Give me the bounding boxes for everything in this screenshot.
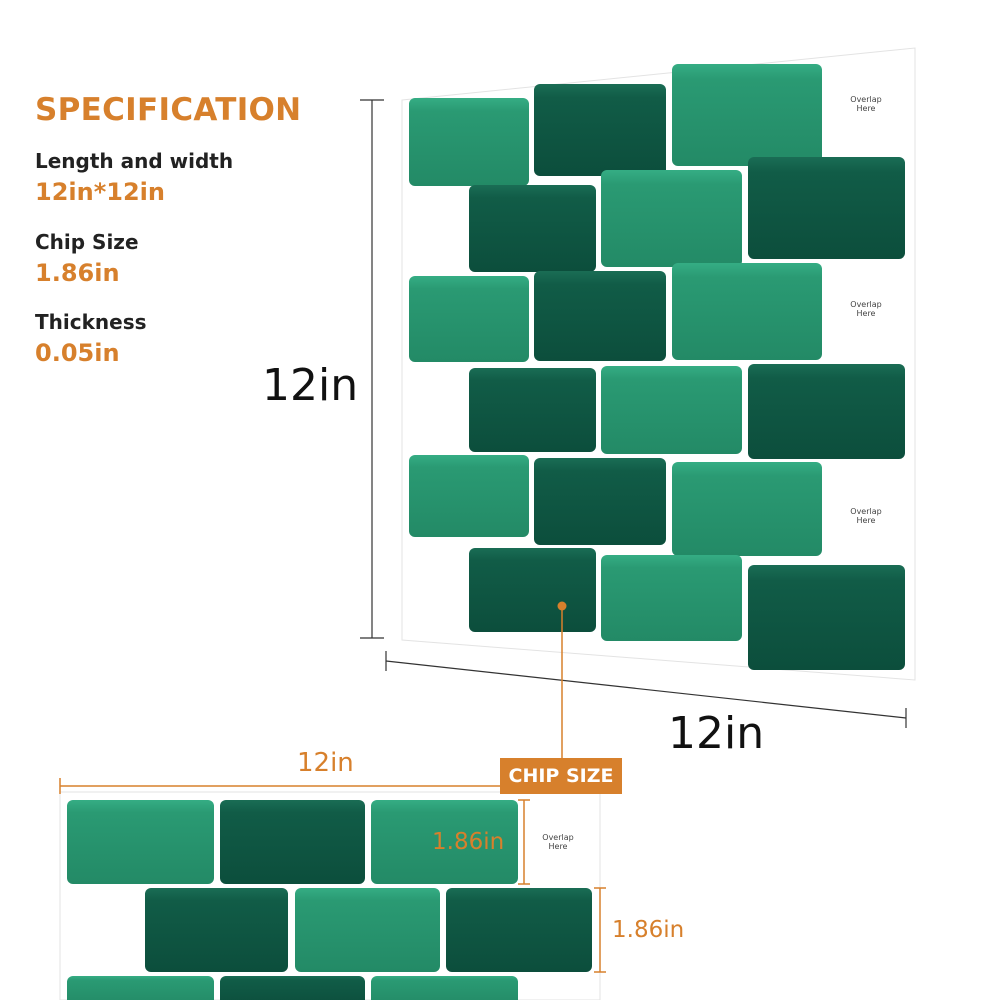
chip-height-label-2: 1.86in (612, 917, 685, 943)
chip-height-dimension-2 (594, 887, 606, 973)
overlap-label: Overlap Here (850, 95, 882, 113)
spec-label-chip: Chip Size (35, 230, 139, 254)
tile (371, 800, 518, 884)
tile (672, 64, 822, 166)
tile (469, 368, 596, 452)
spec-value-thickness: 0.05in (35, 339, 120, 367)
tile (409, 455, 529, 537)
spec-label-size: Length and width (35, 149, 234, 173)
tile (601, 555, 742, 641)
main-tiles (409, 64, 905, 670)
tile (534, 458, 666, 545)
height-label: 12in (262, 360, 359, 411)
chip-height-dimension-1 (518, 799, 530, 885)
tile (220, 800, 365, 884)
tile (601, 366, 742, 454)
height-dimension (360, 99, 384, 639)
spec-title: SPECIFICATION (35, 92, 302, 128)
width-dimension (385, 651, 907, 728)
tile (748, 565, 905, 670)
tile (371, 976, 518, 1000)
tile (220, 976, 365, 1000)
tile (409, 98, 529, 186)
tile (469, 548, 596, 632)
chip-pointer (557, 601, 567, 760)
chip-size-badge: CHIP SIZE (500, 758, 622, 794)
tile (446, 888, 592, 972)
tile (145, 888, 288, 972)
tile (748, 364, 905, 459)
tile (672, 263, 822, 360)
tile (534, 271, 666, 361)
overlap-label: Overlap Here (850, 300, 882, 318)
detail-tiles (67, 800, 592, 1000)
spec-value-chip: 1.86in (35, 259, 120, 287)
width-label: 12in (668, 708, 765, 759)
detail-width-label: 12in (297, 748, 354, 778)
tile (67, 976, 214, 1000)
chip-height-label-1: 1.86in (432, 829, 505, 855)
detail-width-dimension (59, 778, 500, 794)
spec-value-size: 12in*12in (35, 178, 165, 206)
tile (601, 170, 742, 267)
tile (295, 888, 440, 972)
tile (469, 185, 596, 272)
tile (534, 84, 666, 176)
spec-label-thickness: Thickness (35, 310, 147, 334)
tile (748, 157, 905, 259)
tile (67, 800, 214, 884)
overlap-label: Overlap Here (850, 507, 882, 525)
overlap-label: Overlap Here (542, 833, 574, 851)
tile (672, 462, 822, 556)
tile (409, 276, 529, 362)
